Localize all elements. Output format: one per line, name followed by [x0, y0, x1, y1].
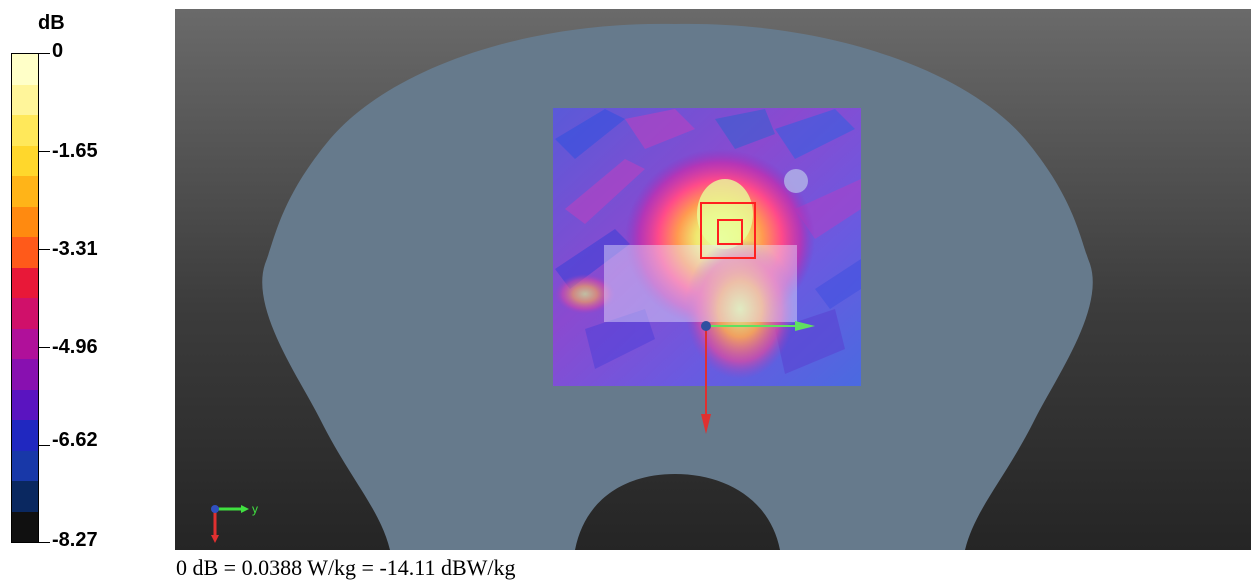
- legend-color-bar: [11, 53, 39, 543]
- legend-color-segment: [12, 176, 38, 207]
- legend-color-segment: [12, 237, 38, 268]
- legend-unit: dB: [38, 12, 65, 34]
- axes-orientation-icon: y: [211, 502, 258, 543]
- legend-color-segment: [12, 481, 38, 512]
- legend-color-segment: [12, 298, 38, 329]
- legend-tick: [38, 53, 50, 54]
- legend-tick: [38, 151, 50, 152]
- probe-marker: [784, 169, 808, 193]
- zoom-scan-inner-box: [717, 219, 743, 245]
- legend-tick: [38, 347, 50, 348]
- axes-icon-y-label: y: [252, 502, 258, 516]
- legend-color-segment: [12, 450, 38, 481]
- legend-tick: [38, 445, 50, 446]
- y-axis-arrowhead: [795, 321, 815, 331]
- legend-label-1: -1.65: [52, 140, 98, 162]
- legend-tick: [38, 542, 50, 543]
- legend-label-3: -4.96: [52, 336, 98, 358]
- reference-caption: 0 dB = 0.0388 W/kg = -14.11 dBW/kg: [176, 555, 516, 580]
- legend-color-segment: [12, 328, 38, 359]
- legend-color-segment: [12, 115, 38, 146]
- legend-color-segment: [12, 511, 38, 542]
- legend-label-0: 0: [52, 40, 64, 62]
- legend-color-segment: [12, 267, 38, 298]
- legend-tick: [38, 249, 50, 250]
- 3d-viewport[interactable]: y: [175, 9, 1251, 550]
- color-scale-legend: dB 0 -1.65 -3.31 -4.96 -6.62 -8.27: [0, 0, 170, 586]
- legend-color-segment: [12, 359, 38, 390]
- legend-color-segment: [12, 84, 38, 115]
- legend-color-segment: [12, 145, 38, 176]
- x-axis-arrowhead: [701, 414, 711, 434]
- legend-color-segment: [12, 206, 38, 237]
- legend-color-segment: [12, 54, 38, 85]
- scene-svg: y: [211, 23, 1093, 550]
- zoom-scan-outer-box: [700, 202, 756, 259]
- legend-label-4: -6.62: [52, 429, 98, 451]
- legend-color-segment: [12, 389, 38, 420]
- legend-color-segment: [12, 420, 38, 451]
- legend-label-5: -8.27: [52, 529, 98, 551]
- origin-dot: [701, 321, 711, 331]
- legend-label-2: -3.31: [52, 238, 98, 260]
